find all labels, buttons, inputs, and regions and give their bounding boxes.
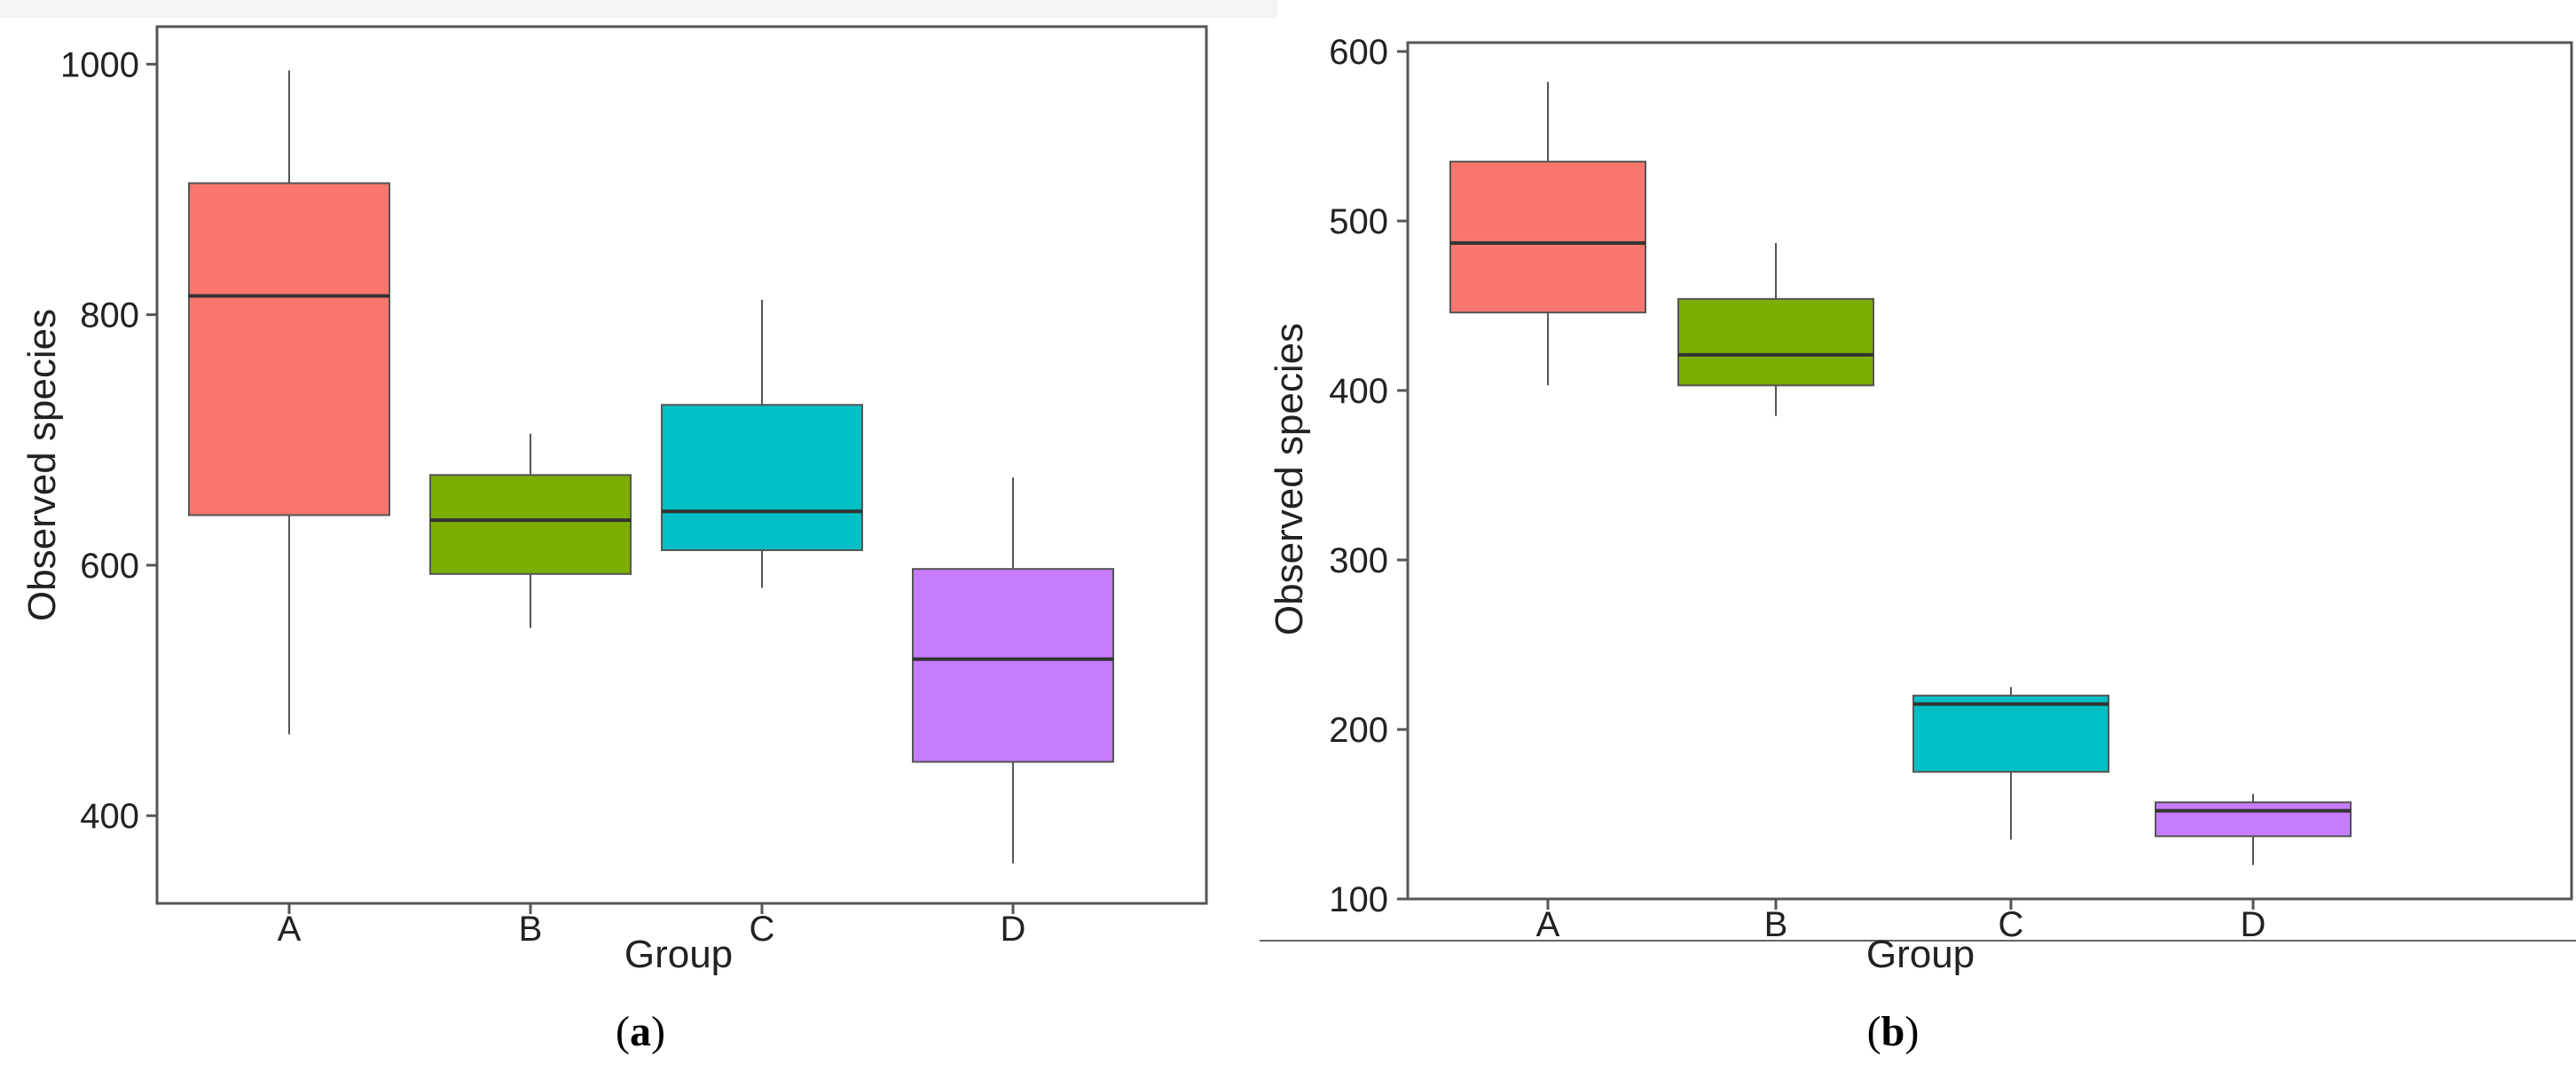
panel-caption-b: (b)	[1867, 1008, 1920, 1055]
boxplot-marks-a: 400 600 800 1000 A B C D	[60, 45, 1114, 949]
box-group-a	[188, 70, 390, 914]
y-tick-label: 1000	[60, 45, 139, 84]
y-tick-label: 800	[80, 296, 139, 335]
panel-a: 400 600 800 1000 A B C D Group Observed species…	[20, 25, 1208, 1055]
box	[1677, 297, 1874, 387]
x-axis-title-a: Group	[624, 933, 733, 976]
box-group-b	[429, 433, 632, 914]
x-tick-label: A	[1536, 905, 1560, 944]
box	[188, 182, 390, 516]
y-tick-label: 400	[1329, 372, 1388, 411]
x-tick-label: A	[278, 910, 302, 949]
y-tick-label: 500	[1329, 202, 1388, 241]
x-tick-label: D	[2241, 905, 2266, 944]
y-axis-title-b: Observed species	[1268, 323, 1311, 635]
y-tick-label: 600	[80, 547, 139, 586]
y-tick-label: 300	[1329, 541, 1388, 580]
panel-caption-a: (a)	[616, 1008, 665, 1055]
y-axis-title-a: Observed species	[20, 309, 64, 621]
box-group-c	[661, 299, 863, 914]
y-tick-label: 200	[1329, 711, 1388, 750]
y-tick-label: 600	[1329, 33, 1388, 72]
x-tick-label: B	[1764, 905, 1788, 944]
boxplot-marks-b: 100 200 300 400 500 600 A B C D	[1329, 33, 2352, 944]
panel-b: 100 200 300 400 500 600 A B C D Group Observed sp…	[1260, 33, 2576, 1055]
x-tick-label: D	[1001, 910, 1026, 949]
box	[661, 404, 863, 551]
x-tick-label: B	[519, 910, 543, 949]
box	[912, 568, 1114, 763]
x-tick-label: C	[1999, 905, 2024, 944]
y-tick-label: 100	[1329, 880, 1388, 919]
box	[1912, 694, 2109, 773]
box	[2155, 801, 2352, 838]
box-group-a	[1449, 82, 1646, 910]
box	[1449, 161, 1646, 314]
box	[429, 474, 632, 575]
x-tick-label: C	[750, 910, 775, 949]
x-axis-title-b: Group	[1866, 933, 1975, 976]
box-group-b	[1677, 242, 1874, 910]
box-group-d	[912, 477, 1114, 914]
box-group-d	[2155, 793, 2352, 910]
y-tick-label: 400	[80, 797, 139, 836]
box-group-c	[1912, 687, 2109, 910]
